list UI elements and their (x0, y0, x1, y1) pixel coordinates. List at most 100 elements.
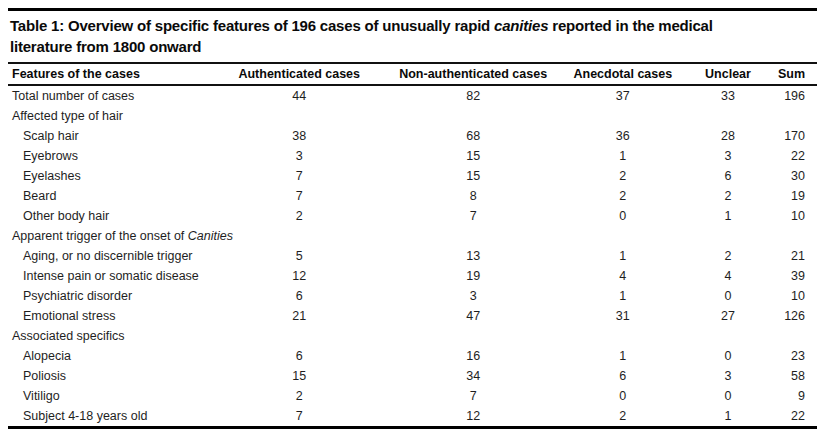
column-header-non-authenticated: Non-authenticated cases (396, 63, 550, 85)
cell-value: 44 (202, 85, 396, 106)
cell-value: 22 (760, 146, 817, 166)
cell-value: 6 (696, 166, 761, 186)
row-label-text: Eyelashes (23, 169, 81, 183)
cell-value: 19 (760, 186, 817, 206)
cell-value: 33 (696, 85, 761, 106)
row-label: Poliosis (8, 366, 202, 386)
cell-value: 1 (696, 206, 761, 226)
row-label: Scalp hair (8, 126, 202, 146)
table-row: Beard782219 (8, 186, 817, 206)
column-header-authenticated: Authenticated cases (202, 63, 396, 85)
cell-value: 9 (760, 386, 817, 406)
header-row: Features of the cases Authenticated case… (8, 63, 817, 85)
cell-value: 10 (760, 286, 817, 306)
cell-value: 31 (550, 306, 696, 326)
row-label: Psychiatric disorder (8, 286, 202, 306)
cell-value: 0 (696, 346, 761, 366)
row-label: Intense pain or somatic disease (8, 266, 202, 286)
row-label-text: Eyebrows (23, 149, 78, 163)
cell-value: 7 (202, 406, 396, 428)
cell-value (396, 226, 550, 246)
row-label-text: Total number of cases (12, 89, 134, 103)
row-label-text: Apparent trigger of the onset of (12, 229, 188, 243)
cell-value: 13 (396, 246, 550, 266)
paper-table-figure: Table 1: Overview of specific features o… (0, 0, 825, 435)
cell-value: 0 (550, 386, 696, 406)
title-text-cont: reported in the medical (548, 17, 712, 34)
row-label-text: Vitiligo (23, 389, 60, 403)
cell-value: 39 (760, 266, 817, 286)
cell-value: 4 (550, 266, 696, 286)
table-row: Eyebrows3151322 (8, 146, 817, 166)
cell-value: 7 (202, 186, 396, 206)
cell-value: 1 (550, 146, 696, 166)
row-label-text: Aging, or no discernible trigger (23, 249, 193, 263)
cell-value (696, 226, 761, 246)
cell-value: 16 (396, 346, 550, 366)
row-label: Beard (8, 186, 202, 206)
cell-value: 2 (202, 206, 396, 226)
row-label: Subject 4-18 years old (8, 406, 202, 428)
row-label-text: Associated specifics (12, 329, 125, 343)
cell-value: 47 (396, 306, 550, 326)
column-header-sum: Sum (760, 63, 817, 85)
section-row: Associated specifics (8, 326, 817, 346)
row-label: Eyebrows (8, 146, 202, 166)
cell-value: 23 (760, 346, 817, 366)
cell-value: 19 (396, 266, 550, 286)
cell-value: 27 (696, 306, 761, 326)
table-row: Aging, or no discernible trigger5131221 (8, 246, 817, 266)
cell-value: 22 (760, 406, 817, 428)
title-line2: literature from 1800 onward (10, 38, 201, 55)
cell-value: 2 (696, 186, 761, 206)
cell-value: 1 (550, 346, 696, 366)
cell-value: 2 (550, 166, 696, 186)
cell-value: 15 (396, 166, 550, 186)
cell-value (696, 106, 761, 126)
cell-value: 36 (550, 126, 696, 146)
cell-value: 2 (550, 406, 696, 428)
cell-value: 196 (760, 85, 817, 106)
table-body: Total number of cases44823733196Affected… (8, 85, 817, 428)
row-label-text: Affected type of hair (12, 109, 123, 123)
cell-value: 15 (202, 366, 396, 386)
cell-value (550, 106, 696, 126)
row-label: Total number of cases (8, 85, 202, 106)
table-row: Emotional stress21473127126 (8, 306, 817, 326)
row-label: Alopecia (8, 346, 202, 366)
table-row: Eyelashes7152630 (8, 166, 817, 186)
row-label: Apparent trigger of the onset of Canitie… (8, 226, 202, 246)
cell-value: 7 (396, 206, 550, 226)
cell-value: 68 (396, 126, 550, 146)
cell-value: 0 (696, 386, 761, 406)
column-header-features: Features of the cases (8, 63, 202, 85)
row-label: Aging, or no discernible trigger (8, 246, 202, 266)
cell-value: 58 (760, 366, 817, 386)
cell-value: 6 (202, 346, 396, 366)
cell-value: 170 (760, 126, 817, 146)
table-row: Subject 4-18 years old7122122 (8, 406, 817, 428)
cell-value (396, 106, 550, 126)
section-row: Affected type of hair (8, 106, 817, 126)
cell-value: 6 (550, 366, 696, 386)
row-label: Affected type of hair (8, 106, 202, 126)
row-label-text: Alopecia (23, 349, 71, 363)
table-row: Poliosis15346358 (8, 366, 817, 386)
cell-value: 34 (396, 366, 550, 386)
cell-value (696, 326, 761, 346)
table-row: Alopecia 6161023 (8, 346, 817, 366)
cell-value: 37 (550, 85, 696, 106)
cell-value: 21 (760, 246, 817, 266)
cell-value: 30 (760, 166, 817, 186)
cell-value: 4 (696, 266, 761, 286)
cell-value: 3 (396, 286, 550, 306)
row-label: Other body hair (8, 206, 202, 226)
table-row: Scalp hair38683628170 (8, 126, 817, 146)
cell-value: 2 (550, 186, 696, 206)
table-row: Total number of cases44823733196 (8, 85, 817, 106)
cell-value: 12 (202, 266, 396, 286)
cell-value: 3 (202, 146, 396, 166)
cell-value: 2 (696, 246, 761, 266)
column-header-unclear: Unclear (696, 63, 761, 85)
title-italic-term: canities (494, 17, 548, 34)
